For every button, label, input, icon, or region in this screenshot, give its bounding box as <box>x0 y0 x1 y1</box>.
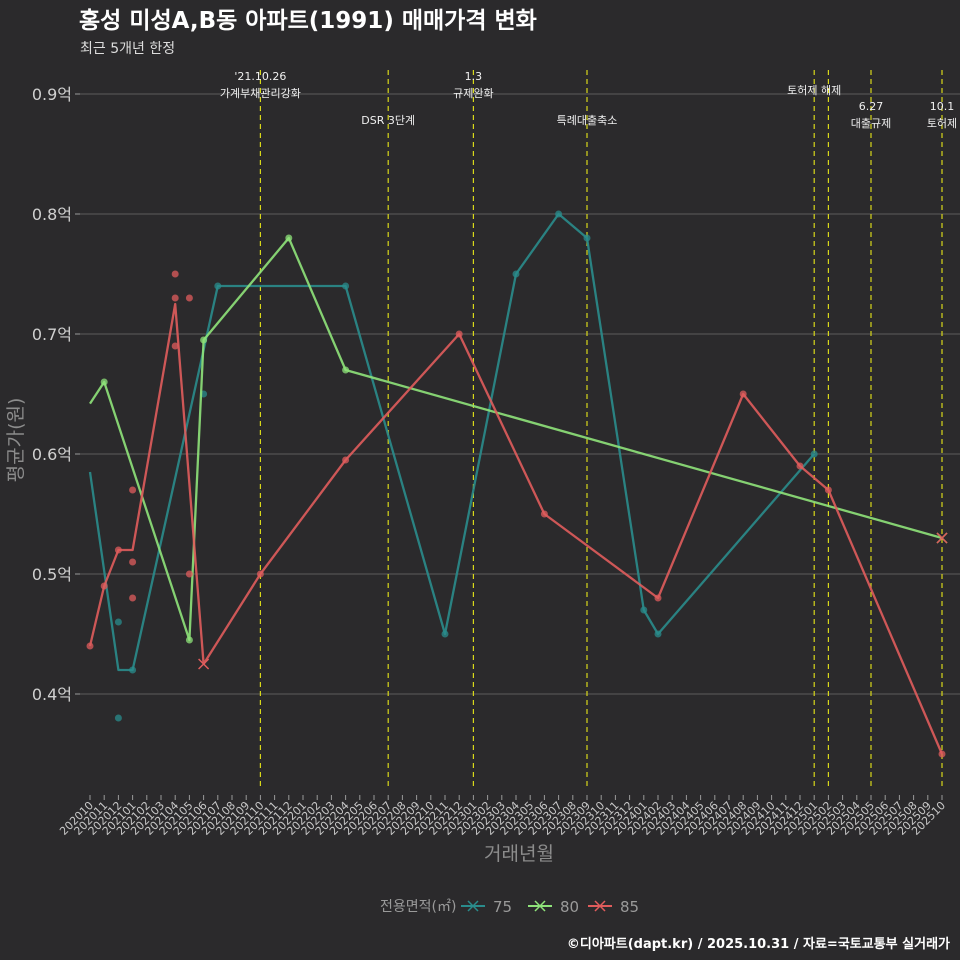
legend-label-75: 75 <box>493 898 512 916</box>
data-point-85 <box>654 594 662 602</box>
legend-label-80: 80 <box>560 898 579 916</box>
data-point-85 <box>455 330 463 338</box>
data-point-85 <box>824 486 832 494</box>
data-point-85 <box>796 462 804 470</box>
legend-key-marker-75 <box>467 900 479 912</box>
data-point-85 <box>171 342 179 350</box>
data-point-85 <box>739 390 747 398</box>
event-annotation: 토허제 <box>927 117 957 130</box>
legend-key-marker-80 <box>534 900 546 912</box>
data-point-85 <box>129 486 137 494</box>
data-point-85 <box>185 570 193 578</box>
legend: 전용면적(㎡) 75 80 85 <box>380 898 639 916</box>
data-point-85 <box>171 270 179 278</box>
data-point-75 <box>114 618 122 626</box>
data-point-80 <box>100 378 108 386</box>
chart-caption: ©디아파트(dapt.kr) / 2025.10.31 / 자료=국토교통부 실… <box>567 936 950 952</box>
chart-subtitle: 최근 5개년 한정 <box>80 41 175 57</box>
event-annotation: 대출규제 <box>851 117 891 130</box>
event-annotation: DSR 3단계 <box>361 114 415 127</box>
data-point-75 <box>640 606 648 614</box>
y-tick-label: 0.6억 <box>32 445 72 464</box>
data-point-85 <box>100 582 108 590</box>
event-annotation: 가계부채관리강화 <box>220 87 301 100</box>
data-point-80 <box>342 366 350 374</box>
y-tick-label: 0.9억 <box>32 85 72 104</box>
y-tick-label: 0.4억 <box>32 685 72 704</box>
data-point-75 <box>129 666 137 674</box>
data-point-75 <box>214 282 222 290</box>
data-point-85 <box>86 642 94 650</box>
data-point-75 <box>114 714 122 722</box>
event-annotation: 10.1 <box>930 100 955 113</box>
y-tick-label: 0.7억 <box>32 325 72 344</box>
event-annotation: 1.3 <box>465 70 483 83</box>
data-point-80 <box>285 234 293 242</box>
data-point-75 <box>583 234 591 242</box>
data-point-85 <box>114 546 122 554</box>
data-point-75 <box>810 450 818 458</box>
data-point-85 <box>171 294 179 302</box>
cross-marker-85 <box>936 532 948 544</box>
event-annotation: 규제완화 <box>453 87 493 100</box>
event-annotation: 6.27 <box>859 100 884 113</box>
data-point-75 <box>555 210 563 218</box>
event-annotation: 토허제 해제 <box>787 83 841 97</box>
cross-marker-85 <box>198 658 210 670</box>
y-axis-title: 평균가(원) <box>5 398 27 483</box>
data-point-85 <box>129 558 137 566</box>
data-point-80 <box>200 336 208 344</box>
legend-label-85: 85 <box>620 898 639 916</box>
event-annotation: 특례대출축소 <box>557 114 618 127</box>
data-point-85 <box>938 750 946 758</box>
chart-title: 홍성 미성A,B동 아파트(1991) 매매가격 변화 <box>79 8 537 34</box>
data-point-85 <box>342 456 350 464</box>
data-point-85 <box>540 510 548 518</box>
legend-title: 전용면적(㎡) <box>380 899 456 915</box>
data-point-80 <box>185 636 193 644</box>
data-point-75 <box>654 630 662 638</box>
data-point-75 <box>441 630 449 638</box>
y-axis: 0.4억 0.5억 0.6억 0.7억 0.8억 0.9억 <box>32 85 80 704</box>
data-point-85 <box>185 294 193 302</box>
data-point-75 <box>512 270 520 278</box>
y-tick-label: 0.5억 <box>32 565 72 584</box>
gridlines <box>80 93 960 695</box>
legend-key-marker-85 <box>594 900 606 912</box>
data-point-85 <box>256 570 264 578</box>
x-axis-title: 거래년월 <box>484 843 554 865</box>
data-point-85 <box>129 594 137 602</box>
data-point-75 <box>342 282 350 290</box>
series-layer <box>86 210 948 758</box>
event-lines <box>259 70 943 790</box>
y-tick-label: 0.8억 <box>32 205 72 224</box>
event-annotation: '21.10.26 <box>234 70 286 83</box>
